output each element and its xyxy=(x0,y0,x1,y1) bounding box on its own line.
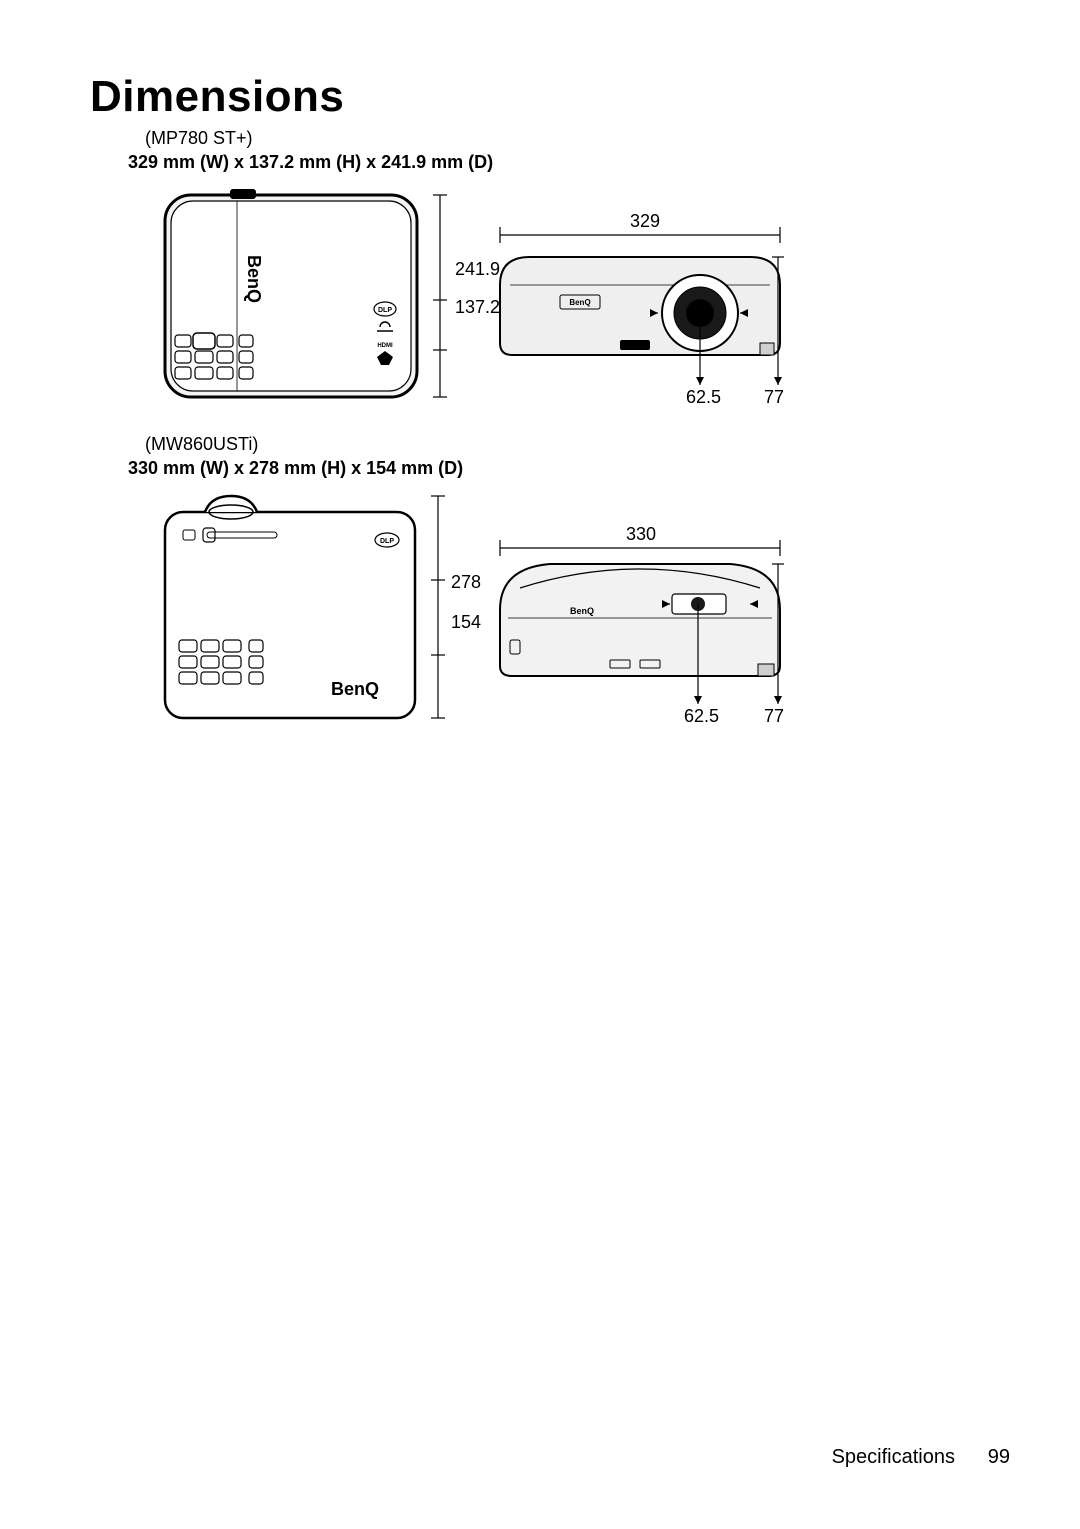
model1-depth-dim: 241.9 137.2 xyxy=(433,195,500,397)
svg-text:62.5: 62.5 xyxy=(684,706,719,726)
model1-figure: BenQ DLP xyxy=(155,185,785,415)
model2-name: (MW860USTi) xyxy=(145,434,258,455)
model1-top-view: BenQ DLP xyxy=(165,189,417,397)
dlp-label: DLP xyxy=(378,307,392,314)
svg-text:241.9: 241.9 xyxy=(455,259,500,279)
model2-figure: DLP BenQ xyxy=(155,490,785,740)
svg-text:154: 154 xyxy=(451,612,481,632)
model2-dims: 330 mm (W) x 278 mm (H) x 154 mm (D) xyxy=(128,458,463,479)
footer-section: Specifications xyxy=(832,1446,955,1469)
page-title: Dimensions xyxy=(90,72,344,122)
svg-text:278: 278 xyxy=(451,572,481,592)
svg-text:77.4: 77.4 xyxy=(764,387,785,407)
page: Dimensions (MP780 ST+) 329 mm (W) x 137.… xyxy=(0,0,1080,1529)
svg-text:137.2: 137.2 xyxy=(455,297,500,317)
brand-front-2: BenQ xyxy=(570,606,594,616)
svg-text:329: 329 xyxy=(630,211,660,231)
dlp-label-2: DLP xyxy=(380,538,394,545)
model2-depth-dim: 278 154 xyxy=(431,496,481,718)
model1-dims: 329 mm (W) x 137.2 mm (H) x 241.9 mm (D) xyxy=(128,152,493,173)
model1-front-view: 329 BenQ xyxy=(500,211,785,407)
footer-page-number: 99 xyxy=(988,1446,1010,1469)
svg-text:77.5: 77.5 xyxy=(764,706,785,726)
model1-name: (MP780 ST+) xyxy=(145,128,253,149)
svg-text:62.5: 62.5 xyxy=(686,387,721,407)
brand-text-2: BenQ xyxy=(331,679,379,699)
brand-text: BenQ xyxy=(244,255,264,303)
model2-front-view: 330 BenQ xyxy=(500,524,785,726)
brand-front: BenQ xyxy=(569,298,590,307)
model2-top-view: DLP BenQ xyxy=(165,496,415,718)
svg-text:330: 330 xyxy=(626,524,656,544)
hdmi-label: HDMI xyxy=(377,343,393,349)
